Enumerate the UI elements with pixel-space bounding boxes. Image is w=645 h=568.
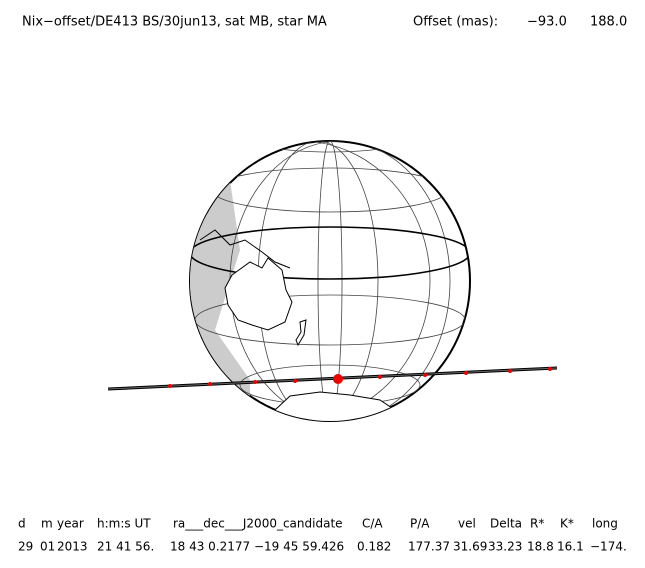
cell: 31.69 [453, 540, 487, 554]
new-zealand [295, 319, 307, 347]
shadow-path [107, 366, 558, 391]
column-header: K* [560, 517, 574, 531]
offset-label: Offset (mas): [413, 15, 498, 30]
cell: 29 [18, 540, 33, 554]
cell: 177.37 [408, 540, 450, 554]
title: Nix−offset/DE413 BS/30jun13, sat MB, sta… [22, 15, 327, 30]
cell: −174. [590, 540, 627, 554]
column-header: C/A [362, 517, 383, 531]
coast [199, 229, 291, 269]
column-header: P/A [410, 517, 430, 531]
cell: 21 41 56. [97, 540, 154, 554]
cell: 16.1 [557, 540, 584, 554]
column-header: d [18, 517, 26, 531]
night-side [190, 215, 218, 300]
cell: 18 43 0.2177 −19 45 59.426 [170, 540, 344, 554]
column-header: h:m:s UT [97, 517, 151, 531]
column-header: ra___dec___J2000_candidate [173, 517, 343, 531]
globe [189, 140, 471, 422]
column-header: R* [530, 517, 544, 531]
column-header: Delta [490, 517, 522, 531]
australia [224, 257, 293, 331]
event-table: d m year h:m:s UT ra___dec___J2000_candidate… [18, 517, 627, 554]
offset-x: −93.0 [527, 15, 567, 30]
cell: 0.182 [357, 540, 391, 554]
column-header: long [592, 517, 618, 531]
offset-y: 188.0 [590, 15, 627, 30]
column-header: vel [458, 517, 476, 531]
cell: 2013 [57, 540, 88, 554]
column-header: year [57, 517, 84, 531]
column-header: m [41, 517, 53, 531]
cell: 33.23 [488, 540, 522, 554]
cell: 01 [40, 540, 55, 554]
cell: 18.8 [527, 540, 554, 554]
